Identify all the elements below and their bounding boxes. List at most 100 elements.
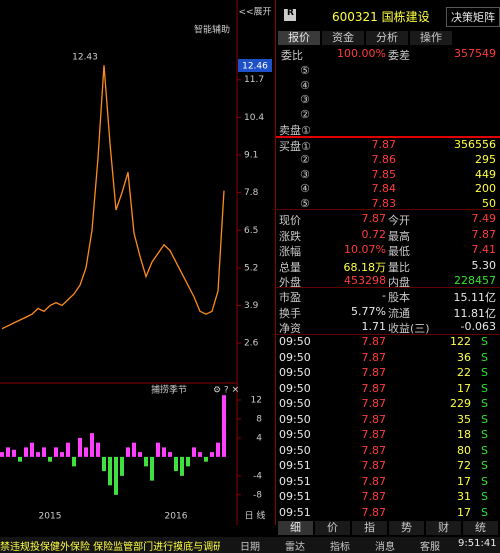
bar xyxy=(114,456,118,495)
status-item[interactable]: 消息 xyxy=(375,542,395,553)
value: 0.72 xyxy=(361,227,387,241)
label: 净资 xyxy=(279,322,301,335)
decision-button[interactable]: 决策矩阵 xyxy=(446,7,500,27)
volume: 122 xyxy=(450,335,471,348)
buy-level: ④ xyxy=(300,182,310,196)
time: 09:50 xyxy=(279,381,311,395)
volume: 18 xyxy=(457,428,471,441)
value: 7.87 xyxy=(361,212,387,225)
status-item[interactable]: 日期 xyxy=(240,542,260,553)
value: 68.18万 xyxy=(343,260,387,274)
bottom-tab[interactable]: 价 xyxy=(315,521,350,535)
bottom-tab[interactable]: 细 xyxy=(278,521,313,535)
price-line xyxy=(1,65,225,330)
tab[interactable]: 资金 xyxy=(322,31,364,45)
value: 100.00% xyxy=(337,47,386,60)
y-tick-label: -4 xyxy=(253,471,262,481)
bar xyxy=(192,447,196,457)
value: 10.07% xyxy=(344,243,386,256)
bar xyxy=(132,442,136,457)
bar xyxy=(138,452,142,457)
value: 7.87 xyxy=(471,227,497,241)
side: S xyxy=(481,335,488,348)
value: 453298 xyxy=(344,274,386,287)
tab[interactable]: 分析 xyxy=(366,31,408,45)
value: 357549 xyxy=(454,47,496,60)
assist[interactable]: 智能辅助 xyxy=(194,24,230,36)
y-tick-label: 10.4 xyxy=(244,113,264,123)
bottom-tab[interactable]: 势 xyxy=(389,521,424,535)
bar xyxy=(162,447,166,457)
collapse[interactable]: <<展开 xyxy=(238,7,271,18)
value: - xyxy=(382,289,386,302)
label: 量比 xyxy=(388,260,410,274)
status-item[interactable]: 雷达 xyxy=(285,542,305,553)
bar xyxy=(204,456,208,462)
label: 内盘 xyxy=(388,276,410,289)
status-item[interactable]: 指标 xyxy=(330,542,350,553)
label: 流通 xyxy=(388,306,410,320)
tab[interactable]: 报价 xyxy=(278,31,320,45)
bar xyxy=(24,447,28,457)
y-tick-label: 7.8 xyxy=(244,188,259,198)
tab[interactable]: 操作 xyxy=(410,31,452,45)
volume: 200 xyxy=(475,182,496,196)
bottom-tab[interactable]: 指 xyxy=(352,521,387,535)
bar xyxy=(168,452,172,457)
price: 7.87 xyxy=(371,138,397,151)
time: 09:51 xyxy=(279,505,311,519)
bar xyxy=(0,452,4,457)
price: 7.87 xyxy=(361,428,387,441)
value: 5.77% xyxy=(351,304,386,318)
volume: 449 xyxy=(475,167,496,181)
side: S xyxy=(481,474,488,488)
badge: R xyxy=(287,8,294,18)
volume: 295 xyxy=(475,152,496,166)
side: S xyxy=(481,505,488,519)
label: 收益(三) xyxy=(388,322,430,335)
bar xyxy=(120,456,124,476)
price: 7.87 xyxy=(361,412,387,426)
bottom-tab[interactable]: 财 xyxy=(426,521,461,535)
y-tick-label: 6.5 xyxy=(244,226,258,236)
side: S xyxy=(481,412,488,426)
label: 换手 xyxy=(279,306,301,320)
bar xyxy=(174,456,178,472)
price: 7.83 xyxy=(371,197,397,211)
icons[interactable]: ⚙ ? ✕ xyxy=(213,386,239,396)
price: 7.87 xyxy=(361,366,387,379)
status-bar: 禁违规投保健外保险 保险监管部门进行摸底与调研工作 日期 雷达 指标 消息 客服 9:51:… xyxy=(0,537,500,553)
price: 7.84 xyxy=(371,182,397,196)
time: 09:50 xyxy=(279,350,311,364)
stock-name: 600321 国栋建设 xyxy=(332,10,430,24)
y-tick-label: 3.9 xyxy=(244,301,259,311)
price: 7.87 xyxy=(361,397,387,410)
clock: 9:51:41 xyxy=(458,538,497,549)
bar xyxy=(42,447,46,457)
price: 7.86 xyxy=(371,152,397,166)
status-item[interactable]: 客服 xyxy=(420,542,440,553)
separator xyxy=(276,334,500,335)
price: 7.85 xyxy=(371,167,397,181)
label: 现价 xyxy=(279,214,301,227)
bar xyxy=(30,442,34,457)
buy-level: 买盘① xyxy=(279,140,311,153)
indicator-title: 捕捞季节 xyxy=(151,384,187,396)
bar xyxy=(180,456,184,476)
volume: 229 xyxy=(450,397,471,410)
bar xyxy=(126,447,130,457)
side: S xyxy=(481,428,488,441)
price: 7.87 xyxy=(361,474,387,488)
value: 7.41 xyxy=(471,243,497,256)
sell-level: ③ xyxy=(300,93,310,106)
y-tick-label: 11.7 xyxy=(244,75,264,85)
period[interactable]: 日 线 xyxy=(245,510,266,522)
price: 7.87 xyxy=(361,381,387,395)
chart: <<展开 智能辅助 12.46 12.43 捕捞季节 ⚙ ? ✕ 日 线 11.… xyxy=(0,0,272,525)
time: 09:50 xyxy=(279,397,311,410)
bar xyxy=(6,447,10,457)
bottom-tab[interactable]: 统 xyxy=(463,521,498,535)
value: 1.71 xyxy=(361,320,387,333)
value: 15.11亿 xyxy=(453,291,497,304)
buy-level: ③ xyxy=(300,167,310,181)
